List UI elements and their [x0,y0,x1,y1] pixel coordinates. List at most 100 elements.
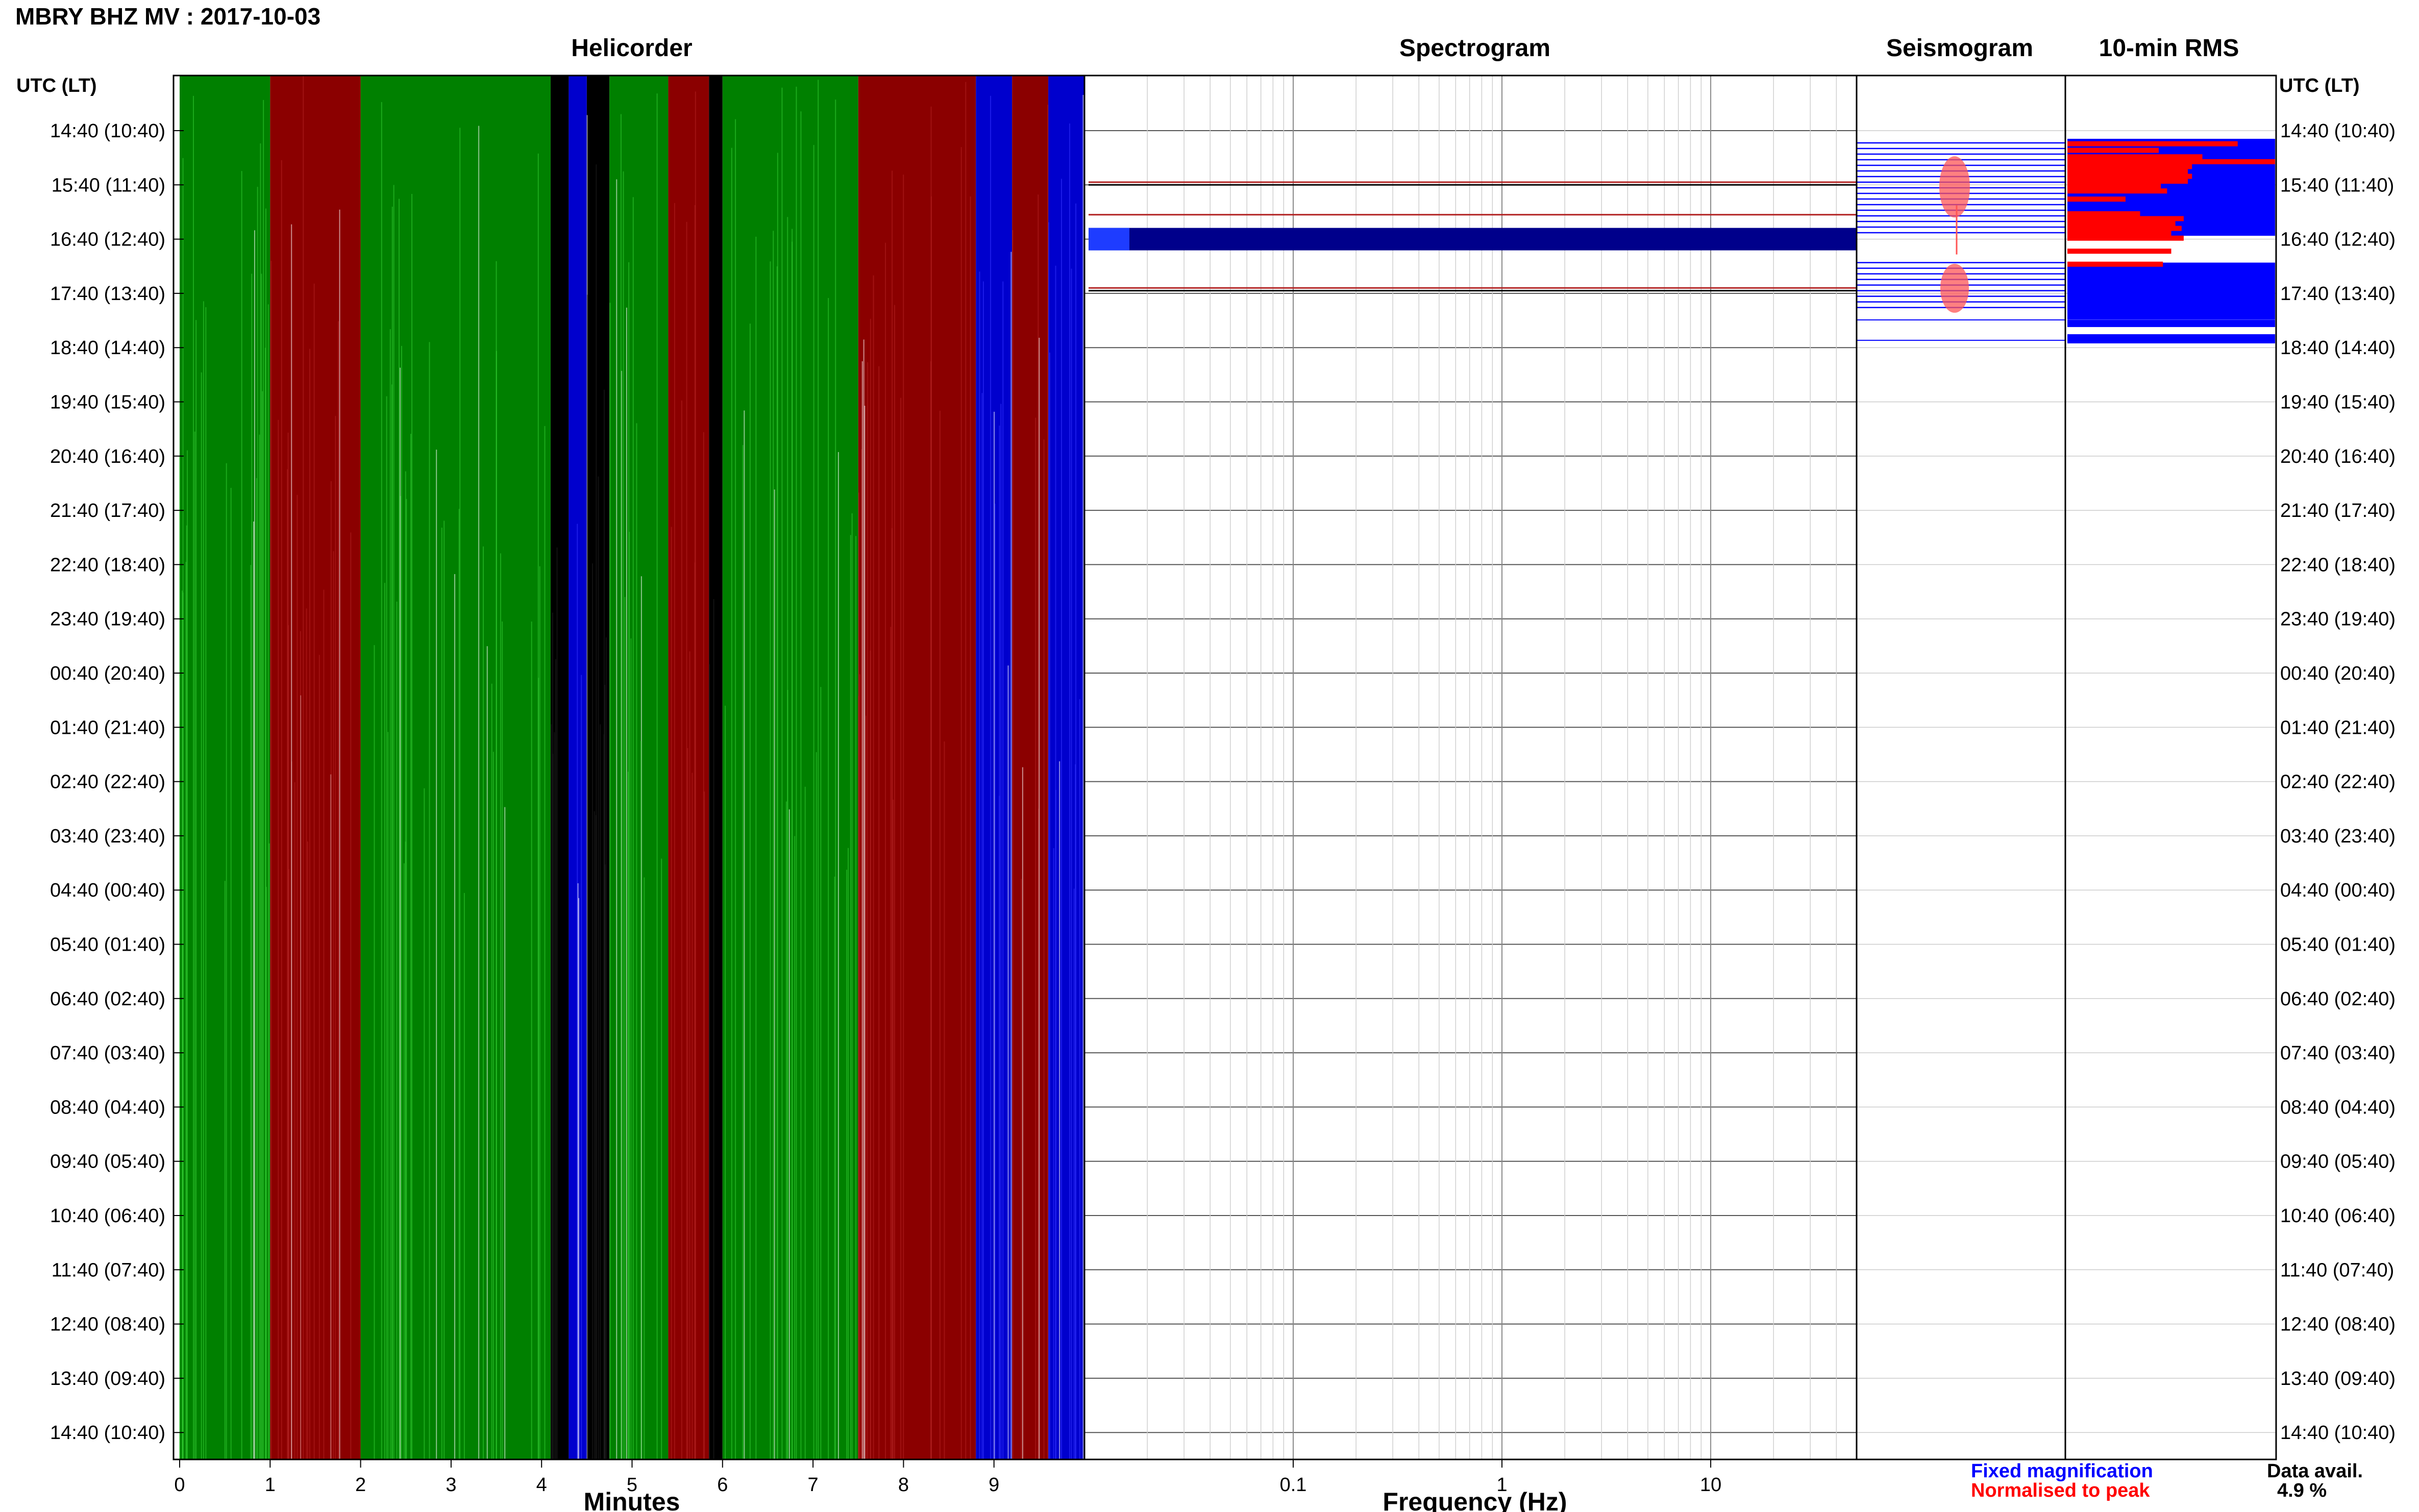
row-label-left: 15:40 (11:40) [52,175,165,196]
minutes-tick-label: 1 [265,1474,276,1496]
row-label-right: 13:40 (09:40) [2280,1368,2396,1390]
row-label-left: 20:40 (16:40) [50,446,165,467]
row-label-right: 12:40 (08:40) [2280,1314,2396,1335]
row-label-left: 14:40 (10:40) [50,1422,165,1444]
rms-normalised-bar [2067,154,2203,160]
legend-fixed: Fixed magnification [1971,1460,2153,1482]
row-label-left: 07:40 (03:40) [50,1043,165,1064]
row-label-left: 16:40 (12:40) [50,229,165,251]
row-label-right: 21:40 (17:40) [2280,500,2396,522]
rms-normalised-bar [2067,249,2171,254]
seismogram-peak [1939,156,1970,218]
spectrogram-band-edge [1089,228,1129,251]
row-label-left: 19:40 (15:40) [50,392,165,413]
row-label-right: 15:40 (11:40) [2280,175,2394,196]
rms-normalised-bar [2067,235,2184,241]
rms-normalised-bar [2067,141,2238,146]
row-label-right: 22:40 (18:40) [2280,554,2396,576]
rms-bars [2067,139,2275,343]
utc-header-right: UTC (LT) [2279,75,2360,96]
row-label-right: 11:40 (07:40) [2280,1259,2394,1281]
frequency-tick-label: 1 [1496,1474,1507,1496]
data-avail-value: 4.9 % [2277,1480,2327,1501]
row-label-right: 07:40 (03:40) [2280,1043,2396,1064]
row-label-left: 11:40 (07:40) [52,1259,165,1281]
row-label-left: 17:40 (13:40) [50,283,165,305]
row-label-left: 18:40 (14:40) [50,337,165,359]
row-labels: 14:40 (10:40) 14:40 (10:40) 15:40 (11:40) 1… [50,120,2396,1444]
row-label-right: 18:40 (14:40) [2280,337,2396,359]
helicorder-title: Helicorder [571,35,692,62]
seismogram-title: Seismogram [1886,35,2033,62]
row-label-left: 21:40 (17:40) [50,500,165,522]
x-axis-ticks: 0 1 2 3 4 5 6 7 8 9 0.1 1 10 [174,1459,1721,1496]
row-label-left: 23:40 (19:40) [50,609,165,630]
helicorder-band [1048,76,1084,1459]
rms-normalised-bar [2067,173,2192,179]
rms-fixed-block [2067,334,2275,343]
row-label-right: 01:40 (21:40) [2280,717,2396,738]
rms-normalised-bar [2067,168,2188,174]
rms-normalised-bar [2067,196,2126,202]
rms-normalised-bar [2067,231,2171,236]
frequency-axis-label: Frequency (Hz) [1383,1488,1567,1512]
row-label-right: 17:40 (13:40) [2280,283,2396,305]
rms-normalised-bar [2067,221,2176,227]
minutes-tick-label: 6 [717,1474,728,1496]
station-title: MBRY BHZ MV : 2017-10-03 [15,3,320,30]
row-label-right: 19:40 (15:40) [2280,392,2396,413]
row-label-left: 14:40 (10:40) [50,120,165,142]
row-label-left: 00:40 (20:40) [50,663,165,684]
row-label-left: 02:40 (22:40) [50,772,165,793]
row-label-right: 08:40 (04:40) [2280,1097,2396,1118]
rms-fixed-block [2067,319,2275,327]
rms-normalised-bar [2067,211,2140,216]
row-label-left: 03:40 (23:40) [50,826,165,847]
row-label-left: 01:40 (21:40) [50,717,165,738]
rms-normalised-bar [2067,183,2161,189]
row-label-right: 04:40 (00:40) [2280,880,2396,901]
row-label-right: 14:40 (10:40) [2280,1422,2396,1444]
rms-fixed-block [2067,262,2275,320]
panel-frames [172,75,2277,1460]
rms-normalised-bar [2067,147,2159,153]
minutes-tick-label: 3 [446,1474,456,1496]
row-label-left: 13:40 (09:40) [50,1368,165,1390]
outer-frame [172,75,2277,1460]
row-label-left: 09:40 (05:40) [50,1151,165,1173]
utc-header-left: UTC (LT) [16,75,97,96]
minutes-tick-label: 8 [898,1474,909,1496]
row-label-left: 12:40 (08:40) [50,1314,165,1335]
spectrogram-title: Spectrogram [1399,35,1550,62]
row-label-left: 04:40 (00:40) [50,880,165,901]
minutes-tick-label: 0 [174,1474,185,1496]
row-label-left: 10:40 (06:40) [50,1205,165,1227]
minutes-tick-label: 2 [355,1474,366,1496]
row-label-left: 08:40 (04:40) [50,1097,165,1118]
rms-normalised-bar [2067,179,2188,184]
frequency-tick-label: 10 [1700,1474,1721,1496]
minutes-tick-label: 9 [989,1474,999,1496]
rms-normalised-bar [2067,159,2275,164]
minutes-axis-label: Minutes [584,1488,680,1512]
row-label-right: 14:40 (10:40) [2280,120,2396,142]
frequency-tick-label: 0.1 [1280,1474,1307,1496]
rms-title: 10-min RMS [2099,35,2239,62]
spectrogram-marks [1089,181,1857,292]
row-label-right: 03:40 (23:40) [2280,826,2396,847]
row-label-right: 16:40 (12:40) [2280,229,2396,251]
helicorder-band [550,76,569,1459]
helicorder-band [270,76,361,1459]
rms-normalised-bar [2067,216,2184,221]
rms-normalised-bar [2067,261,2163,267]
helicorder-band [709,76,723,1459]
row-label-left: 06:40 (02:40) [50,988,165,1010]
minutes-tick-label: 5 [627,1474,637,1496]
row-label-right: 02:40 (22:40) [2280,772,2396,793]
seismogram-peak [1940,263,1969,313]
helicorder-band [360,76,551,1459]
helicorder-band [858,76,976,1459]
row-label-left: 05:40 (01:40) [50,934,165,956]
legend-normalised: Normalised to peak [1971,1480,2150,1501]
